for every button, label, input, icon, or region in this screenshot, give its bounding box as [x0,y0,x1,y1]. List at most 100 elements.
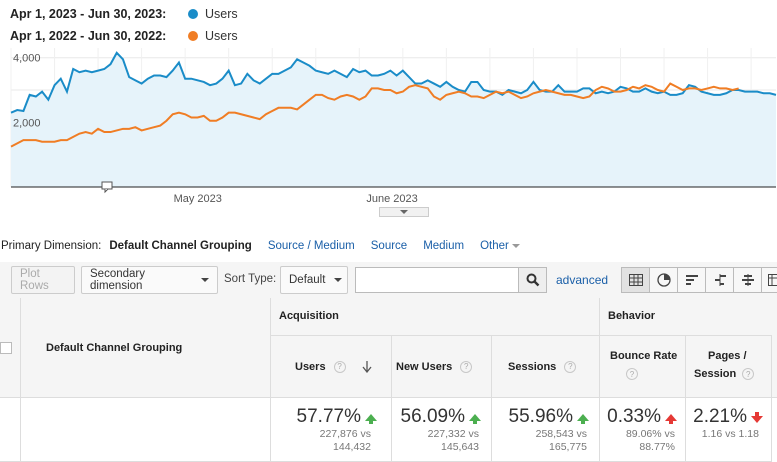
column-label: New Users [396,360,453,373]
dimension-other-label: Other [480,240,509,252]
help-icon[interactable]: ? [333,360,346,373]
column-label-line1: Pages / [708,350,747,362]
view-toggle-group [621,267,777,293]
bounce-rate-column-header[interactable]: Bounce Rate ? [600,336,686,398]
pie-view-icon [656,273,671,287]
column-label-line2-wrap: Session ? [694,368,755,380]
select-column-header [0,298,21,398]
pages-per-session-change-value: 2.21% [693,406,747,427]
caret-down-icon [201,278,209,282]
trend-down-icon [751,411,763,423]
trend-up-icon [577,414,589,424]
sessions-column-header[interactable]: Sessions ? [492,336,600,398]
sort-type-label: Sort Type: [224,273,277,285]
column-label: Users [295,360,326,373]
chevron-down-icon [400,210,408,214]
totals-pages-per-session-cell: 2.21% 1.16 vs 1.18 [686,398,772,462]
dimension-link-medium[interactable]: Medium [423,240,465,252]
series-area [11,52,776,187]
primary-dimension-label: Primary Dimension: [1,240,102,252]
totals-dimension-cell [21,398,271,462]
comparison-view-button[interactable] [705,267,733,293]
x-tick-label: June 2023 [366,193,417,205]
secondary-dimension-dropdown[interactable]: Secondary dimension [81,266,218,294]
pie-view-button[interactable] [649,267,677,293]
users-line-chart[interactable]: 4,000 2,000 May 2023 June 2023 [0,48,777,206]
plot-rows-button[interactable]: Plot Rows [11,266,75,294]
sessions-comparison-line2: 165,775 [549,441,587,453]
data-table: Default Channel Grouping Acquisition Beh… [0,298,777,462]
help-icon[interactable]: ? [564,360,577,373]
pages-per-session-comparison-line1: 1.16 vs 1.18 [701,428,759,440]
legend-range: Apr 1, 2023 - Jun 30, 2023: [10,7,167,21]
dimension-column-header[interactable]: Default Channel Grouping [21,298,271,398]
users-comparison-line1: 227,876 vs [319,428,371,440]
totals-users-cell: 57.77% 227,876 vs 144,432 [271,398,392,462]
acquisition-group-header: Acquisition [271,298,600,336]
performance-view-button[interactable] [677,267,705,293]
caret-down-icon [511,243,520,248]
help-icon[interactable]: ? [626,368,638,380]
column-label-line2: Session [694,368,737,380]
select-all-checkbox[interactable] [0,342,12,354]
sort-type-value: Default [289,274,326,286]
legend-series: Users [205,7,238,21]
x-tick-label: May 2023 [174,193,222,205]
bounce-rate-comparison-line2: 88.77% [639,441,675,453]
term-cloud-view-button[interactable] [733,267,761,293]
sessions-comparison-line1: 258,543 vs [535,428,587,440]
series-line [10,82,739,148]
caret-down-icon [334,278,343,282]
totals-new-users-cell: 56.09% 227,332 vs 145,643 [392,398,492,462]
primary-dimension-bar: Primary Dimension: Default Channel Group… [1,238,536,254]
dimension-link-source-medium[interactable]: Source / Medium [267,240,355,252]
column-label: Sessions [508,360,557,373]
dimension-link-source[interactable]: Source [370,240,408,252]
series-dot-icon [188,9,198,19]
series-line [10,51,777,114]
dimension-header-label: Default Channel Grouping [46,342,183,354]
new-users-comparison-line2: 145,643 [441,441,479,453]
legend-current-period: Apr 1, 2023 - Jun 30, 2023: Users [10,5,238,23]
sessions-change-value: 55.96% [508,406,573,427]
y-tick-label: 2,000 [13,117,41,129]
bounce-rate-comparison-line1: 89.06% vs [625,428,675,440]
help-icon[interactable]: ? [460,360,473,373]
trend-up-icon [665,414,677,424]
legend-range: Apr 1, 2022 - Jun 30, 2022: [10,29,167,43]
table-search-input[interactable] [355,267,520,293]
advanced-filter-link[interactable]: advanced [556,273,609,287]
legend-series: Users [205,29,238,43]
legend-previous-period: Apr 1, 2022 - Jun 30, 2022: Users [10,27,238,45]
table-toolbar: Plot Rows Secondary dimension Sort Type:… [0,262,777,298]
dimension-other-dropdown[interactable]: Other [480,240,520,252]
search-icon [526,273,539,287]
sort-type-dropdown[interactable]: Default [280,266,348,294]
pages-per-session-column-header[interactable]: Pages / Session ? [686,336,772,398]
series-dot-icon [188,31,198,41]
comment-icon [101,181,113,194]
totals-sessions-cell: 55.96% 258,543 vs 165,775 [492,398,600,462]
primary-dimension-active: Default Channel Grouping [109,240,252,252]
totals-select-cell [0,398,21,462]
table-overflow-edge [772,298,777,398]
pivot-view-icon [768,274,777,286]
comparison-view-icon [714,274,726,286]
performance-view-icon [685,275,698,285]
trend-up-icon [469,414,481,424]
table-view-button[interactable] [621,267,649,293]
bounce-rate-change-value: 0.33% [607,406,661,427]
pivot-view-button[interactable] [761,267,777,293]
new-users-column-header[interactable]: New Users ? [392,336,492,398]
column-label: Bounce Rate [610,350,678,362]
term-cloud-icon [741,274,754,286]
new-users-comparison-line1: 227,332 vs [427,428,479,440]
new-users-change-value: 56.09% [400,406,465,427]
users-change-value: 57.77% [296,406,361,427]
chart-collapse-button[interactable] [379,207,429,217]
behavior-group-header: Behavior [600,298,777,336]
search-button[interactable] [518,267,547,293]
help-icon[interactable]: ? [742,368,755,380]
users-column-header[interactable]: Users ? [271,336,392,398]
